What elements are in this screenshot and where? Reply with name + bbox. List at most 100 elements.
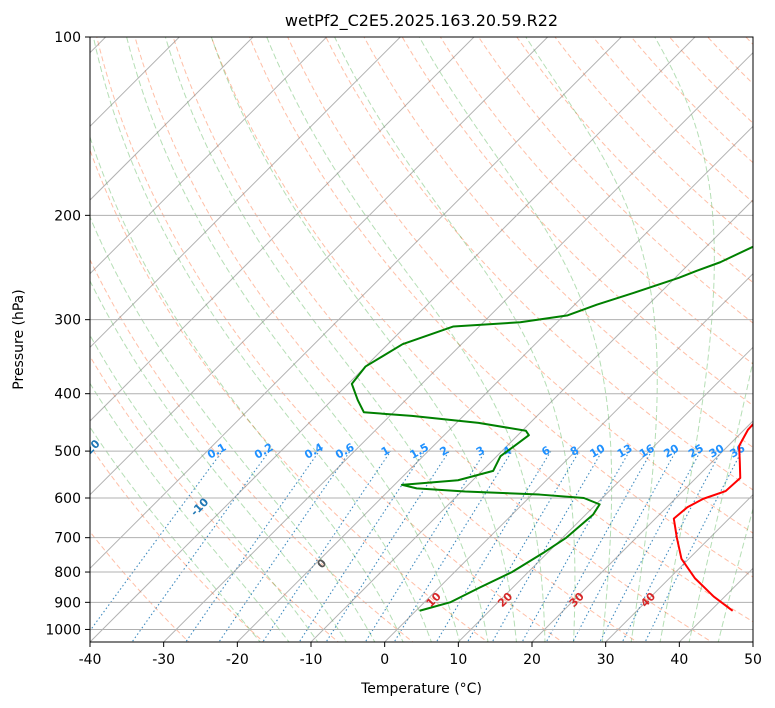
dewpoint-profile-line <box>350 245 753 612</box>
moist-adiabat <box>210 37 517 642</box>
y-axis-title: Pressure (hPa) <box>11 289 27 389</box>
moist-adiabat <box>90 135 404 642</box>
dry-adiabat <box>707 37 753 85</box>
x-axis: -40 -30 -20 -10 0 10 20 30 40 50 <box>79 642 762 668</box>
mixing-ratio-label: 13 <box>615 442 635 461</box>
x-tick-label: 10 <box>449 652 467 668</box>
isotherm <box>90 37 475 422</box>
temperature-profile-line <box>672 422 753 612</box>
dry-adiabat <box>554 37 753 243</box>
dry-adiabat <box>90 148 489 642</box>
moist-adiabat <box>90 426 261 642</box>
y-tick-label: 300 <box>54 313 81 329</box>
x-axis-title: Temperature (°C) <box>360 681 482 697</box>
x-tick-label: -40 <box>79 652 102 668</box>
isotherm <box>162 51 753 642</box>
pressure-gridlines <box>90 37 753 630</box>
moist-adiabat <box>418 37 613 642</box>
dry-adiabat <box>363 37 753 448</box>
moist-adiabat <box>164 37 489 642</box>
moist-adiabat <box>90 279 347 642</box>
isotherms <box>0 10 753 645</box>
y-tick-label: 600 <box>54 491 81 507</box>
isotherm <box>531 420 753 642</box>
isotherm <box>752 641 753 642</box>
dry-adiabat <box>90 355 339 642</box>
mixing-ratio-label: 20 <box>661 442 681 461</box>
moist-adiabat <box>688 358 753 642</box>
mixing-ratio-line <box>185 450 320 642</box>
mixing-ratio-line <box>644 450 743 642</box>
dry-adiabat-label: -20 <box>79 437 102 460</box>
mixing-ratio-label: 0.4 <box>302 441 326 462</box>
y-tick-label: 100 <box>54 30 81 46</box>
mixing-ratio-label: 36 <box>727 442 747 461</box>
isotherm <box>90 37 696 642</box>
mixing-ratio-line <box>218 450 351 642</box>
moist-adiabat <box>654 37 715 642</box>
mixing-ratio-label: 0.6 <box>333 440 357 461</box>
x-tick-label: 0 <box>380 652 389 668</box>
dry-adiabat-label: 30 <box>567 590 587 610</box>
dry-adiabat-label: -30 <box>0 377 8 400</box>
mixing-ratio-label: 1.5 <box>408 441 431 462</box>
isotherm <box>90 37 181 128</box>
dry-adiabat <box>439 37 753 365</box>
dry-adiabat <box>134 37 638 642</box>
x-tick-label: 30 <box>597 652 615 668</box>
mixing-ratio-label: 0.2 <box>252 441 275 462</box>
dry-adiabat <box>771 24 775 645</box>
chart-title: wetPf2_C2E5.2025.163.20.59.R22 <box>285 11 558 31</box>
moist-adiabat <box>90 334 319 642</box>
isotherm <box>90 37 402 349</box>
moist-adiabat <box>92 37 432 642</box>
plot-area: -100-90-80-70-60-50-40-30-20-10010203040… <box>0 10 775 645</box>
x-tick-label: -10 <box>300 652 323 668</box>
mixing-ratio-line <box>572 450 677 642</box>
moist-adiabat <box>334 37 576 642</box>
y-tick-label: 900 <box>54 595 81 611</box>
y-tick-label: 800 <box>54 565 81 581</box>
moist-adiabat <box>717 506 753 642</box>
dry-adiabat <box>90 258 414 642</box>
isotherm <box>604 493 753 642</box>
isotherm <box>383 272 753 642</box>
moist-adiabat <box>525 37 658 642</box>
mixing-ratio-label: 30 <box>707 442 727 461</box>
x-tick-label: 20 <box>523 652 541 668</box>
dry-adiabat <box>325 37 753 491</box>
mixing-ratio-label: 16 <box>637 442 657 461</box>
x-tick-label: 40 <box>670 652 688 668</box>
isotherm <box>457 346 753 642</box>
y-tick-label: 200 <box>54 208 81 224</box>
mixing-ratio-label: 10 <box>587 442 607 461</box>
mixing-ratio-line <box>262 450 392 642</box>
isotherm <box>310 199 753 642</box>
moist-adiabat <box>90 382 290 642</box>
dry-adiabat <box>401 37 753 406</box>
moist-adiabats <box>90 37 753 642</box>
mixing-ratio-line <box>325 450 450 642</box>
isotherm <box>236 125 753 642</box>
dry-adiabat <box>668 37 753 124</box>
y-tick-label: 1000 <box>45 622 81 638</box>
dry-adiabats <box>90 24 775 645</box>
isotherm <box>90 37 328 275</box>
mixing-ratio-line <box>90 450 223 632</box>
dry-adiabat <box>287 37 753 534</box>
isotherm <box>0 10 59 645</box>
mixing-ratio-line <box>621 450 722 642</box>
x-tick-label: -30 <box>152 652 175 668</box>
dry-adiabat-label: -10 <box>188 495 211 518</box>
moist-adiabat <box>266 37 546 642</box>
isotherm <box>90 37 549 496</box>
dry-adiabat <box>210 37 753 623</box>
dry-adiabat <box>745 37 753 46</box>
dry-adiabat <box>248 37 753 578</box>
y-tick-label: 400 <box>54 387 81 403</box>
x-tick-label: 50 <box>744 652 762 668</box>
dry-adiabat <box>172 37 713 642</box>
plot-frame <box>89 36 754 643</box>
y-axis: 100 200 300 400 500 600 700 800 900 1000 <box>45 30 90 638</box>
